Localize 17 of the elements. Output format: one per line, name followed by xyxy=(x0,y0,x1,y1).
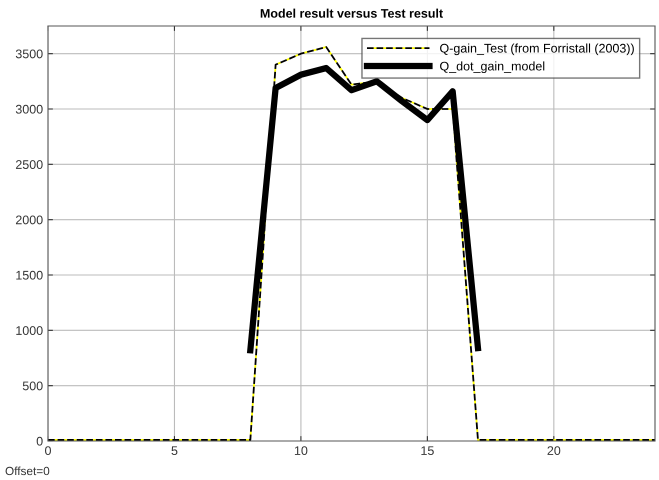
y-tick-label: 1000 xyxy=(16,326,43,335)
y-tick-label: 2500 xyxy=(16,160,43,169)
x-tick-label: 20 xyxy=(548,446,560,456)
x-tick-label: 5 xyxy=(171,446,178,456)
y-tick-label: 1500 xyxy=(16,270,43,280)
text: Offset=0 xyxy=(6,466,50,476)
x-tick-label: 15 xyxy=(421,446,434,456)
legend-label: Q_dot_gain_model xyxy=(440,61,544,74)
chart-title: Model result versus Test result xyxy=(260,8,443,18)
y-tick-label: 500 xyxy=(22,381,43,390)
legend-label: Q-gain_Test (from Forristall (2003)) xyxy=(440,43,634,56)
x-tick-label: 0 xyxy=(45,446,51,456)
y-tick-label: 0 xyxy=(36,436,43,446)
x-tick-label: 10 xyxy=(294,446,308,456)
y-tick-label: 3000 xyxy=(16,104,43,114)
y-tick-label: 2000 xyxy=(16,215,43,224)
y-tick-label: 3500 xyxy=(16,49,43,58)
